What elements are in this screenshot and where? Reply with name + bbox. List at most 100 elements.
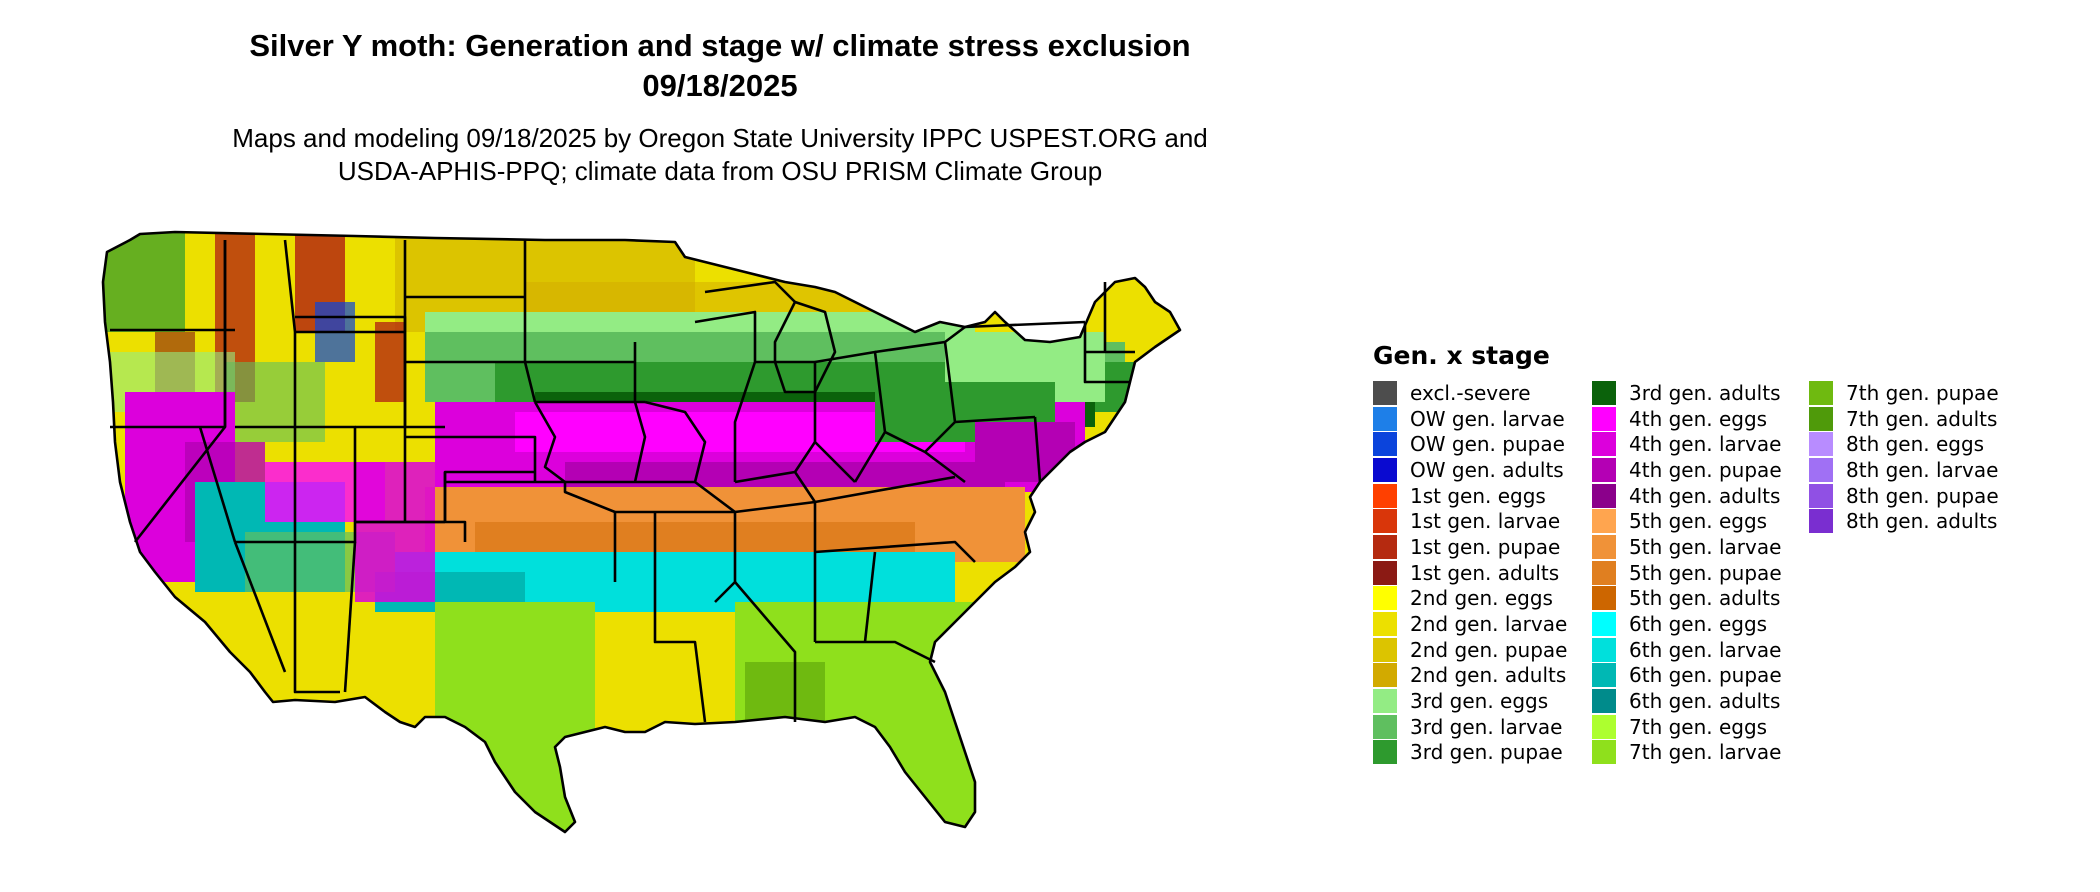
legend-swatch	[1373, 612, 1397, 637]
legend-label: OW gen. larvae	[1410, 406, 1565, 431]
legend-label: 1st gen. adults	[1410, 560, 1560, 585]
legend-swatch	[1373, 483, 1397, 508]
legend-item: 3rd gen. pupae	[1373, 740, 1567, 766]
legend-item: 4th gen. eggs	[1592, 406, 1782, 432]
legend-swatch	[1592, 457, 1616, 482]
legend-swatch	[1809, 483, 1833, 508]
legend-item: 1st gen. pupae	[1373, 534, 1567, 560]
legend-label: 7th gen. pupae	[1846, 380, 1999, 405]
legend-swatch	[1592, 714, 1616, 739]
legend-item: 2nd gen. eggs	[1373, 586, 1567, 612]
legend-swatch	[1373, 637, 1397, 662]
legend-swatch	[1373, 457, 1397, 482]
legend-item: 3rd gen. larvae	[1373, 714, 1567, 740]
legend-swatch	[1592, 637, 1616, 662]
legend-label: 4th gen. larvae	[1629, 432, 1782, 457]
legend-item: 5th gen. adults	[1592, 586, 1782, 612]
us-map	[101, 230, 1182, 834]
legend-label: 2nd gen. larvae	[1410, 612, 1568, 637]
legend-swatch	[1373, 534, 1397, 559]
legend-item: 5th gen. eggs	[1592, 508, 1782, 534]
legend-swatch	[1373, 432, 1397, 457]
legend-item: 6th gen. adults	[1592, 688, 1782, 714]
state-borders	[101, 230, 1182, 834]
map-title: Silver Y moth: Generation and stage w/ c…	[249, 28, 1191, 63]
legend-label: 5th gen. adults	[1629, 586, 1781, 611]
legend-swatch	[1373, 714, 1397, 739]
legend-item: 1st gen. eggs	[1373, 483, 1567, 509]
legend-label: 1st gen. eggs	[1410, 483, 1546, 508]
legend-label: 1st gen. larvae	[1410, 509, 1561, 534]
legend-label: 8th gen. larvae	[1846, 457, 1999, 482]
legend-label: 6th gen. larvae	[1629, 637, 1782, 662]
legend-swatch	[1809, 457, 1833, 482]
legend-label: excl.-severe	[1410, 380, 1531, 405]
legend-item: 4th gen. adults	[1592, 483, 1782, 509]
legend-item: 8th gen. adults	[1809, 508, 1999, 534]
legend-label: 8th gen. adults	[1846, 509, 1998, 534]
legend-item: 6th gen. larvae	[1592, 637, 1782, 663]
legend-label: 5th gen. larvae	[1629, 534, 1782, 559]
legend-swatch	[1373, 380, 1397, 405]
legend-item: 8th gen. larvae	[1809, 457, 1999, 483]
legend-label: 7th gen. eggs	[1629, 714, 1768, 739]
legend-label: 8th gen. eggs	[1846, 432, 1985, 457]
legend-item: 7th gen. adults	[1809, 406, 1999, 432]
credit-line-2: USDA-APHIS-PPQ; climate data from OSU PR…	[337, 156, 1103, 186]
legend-label: 5th gen. pupae	[1629, 560, 1782, 585]
legend-label: 3rd gen. pupae	[1410, 740, 1563, 765]
legend-swatch	[1373, 689, 1397, 714]
legend-swatch	[1592, 689, 1616, 714]
legend-label: 2nd gen. pupae	[1410, 637, 1568, 662]
legend-swatch	[1373, 560, 1397, 585]
legend-swatch	[1592, 560, 1616, 585]
legend-label: 8th gen. pupae	[1846, 483, 1999, 508]
legend-swatch	[1592, 586, 1616, 611]
legend-swatch	[1592, 483, 1616, 508]
legend-item: 1st gen. larvae	[1373, 508, 1567, 534]
legend-item: 2nd gen. adults	[1373, 663, 1567, 689]
legend-item: OW gen. pupae	[1373, 431, 1567, 457]
legend-item: OW gen. larvae	[1373, 406, 1567, 432]
legend-swatch	[1592, 534, 1616, 559]
legend-item: 8th gen. eggs	[1809, 431, 1999, 457]
legend-label: 3rd gen. adults	[1629, 380, 1781, 405]
legend-swatch	[1373, 663, 1397, 688]
legend-item: 6th gen. pupae	[1592, 663, 1782, 689]
legend-label: OW gen. adults	[1410, 457, 1564, 482]
legend-item: 4th gen. pupae	[1592, 457, 1782, 483]
legend-label: 3rd gen. eggs	[1410, 689, 1549, 714]
legend-item: 7th gen. larvae	[1592, 740, 1782, 766]
legend-item: 3rd gen. adults	[1592, 380, 1782, 406]
legend-label: 3rd gen. larvae	[1410, 714, 1563, 739]
legend-item: 7th gen. pupae	[1809, 380, 1999, 406]
legend-item: 5th gen. pupae	[1592, 560, 1782, 586]
legend-swatch	[1373, 406, 1397, 431]
legend-label: 4th gen. adults	[1629, 483, 1781, 508]
legend-swatch	[1809, 406, 1833, 431]
legend-label: 2nd gen. eggs	[1410, 586, 1553, 611]
legend-item: 8th gen. pupae	[1809, 483, 1999, 509]
legend-swatch	[1373, 586, 1397, 611]
legend-swatch	[1373, 740, 1397, 765]
legend-label: 5th gen. eggs	[1629, 509, 1768, 534]
legend-label: 7th gen. larvae	[1629, 740, 1782, 765]
legend-item: OW gen. adults	[1373, 457, 1567, 483]
legend-item: 3rd gen. eggs	[1373, 688, 1567, 714]
map-date: 09/18/2025	[642, 68, 798, 103]
legend-label: 4th gen. eggs	[1629, 406, 1768, 431]
legend-swatch	[1592, 612, 1616, 637]
legend-swatch	[1592, 406, 1616, 431]
legend-swatch	[1373, 509, 1397, 534]
legend-item: 4th gen. larvae	[1592, 431, 1782, 457]
legend-column: excl.-severe OW gen. larvae OW gen. pupae O…	[1373, 380, 1567, 765]
legend-label: 2nd gen. adults	[1410, 663, 1567, 688]
legend-swatch	[1592, 663, 1616, 688]
legend-title: Gen. x stage	[1373, 341, 1550, 370]
legend-item: 1st gen. adults	[1373, 560, 1567, 586]
legend-swatch	[1592, 380, 1616, 405]
legend-column: 3rd gen. adults 4th gen. eggs 4th gen. lar…	[1592, 380, 1782, 765]
legend-item: 5th gen. larvae	[1592, 534, 1782, 560]
legend-item: excl.-severe	[1373, 380, 1567, 406]
legend-swatch	[1592, 740, 1616, 765]
